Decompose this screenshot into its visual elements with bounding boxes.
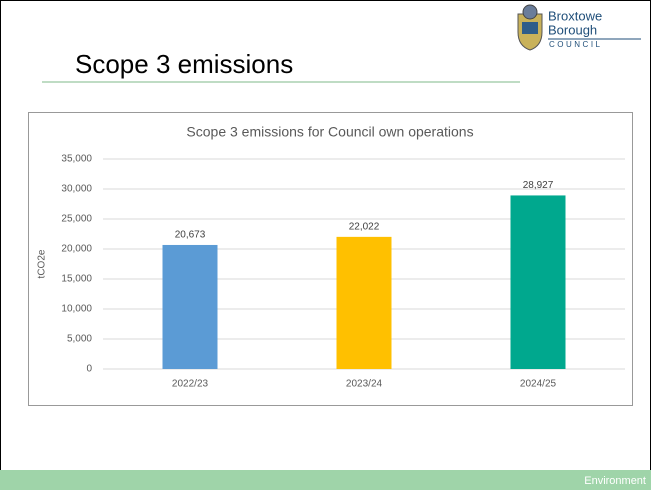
- data-label: 28,927: [523, 180, 554, 191]
- y-tick-label: 30,000: [61, 184, 92, 195]
- chart-title: Scope 3 emissions for Council own operat…: [186, 124, 473, 140]
- data-label: 22,022: [349, 222, 380, 233]
- bar: [336, 236, 392, 369]
- logo-text: Broxtowe: [548, 8, 602, 23]
- x-tick-label: 2023/24: [346, 379, 383, 390]
- y-tick-label: 25,000: [61, 214, 92, 225]
- y-tick-label: 0: [86, 364, 92, 375]
- logo-text: Borough: [548, 22, 597, 37]
- logo-text: COUNCIL: [549, 40, 603, 49]
- y-tick-label: 10,000: [61, 304, 92, 315]
- footer-bar: [0, 470, 651, 490]
- bar: [162, 244, 218, 369]
- y-tick-label: 5,000: [67, 334, 92, 345]
- y-axis-label: tCO2e: [37, 249, 48, 278]
- logo-crest: [517, 4, 543, 51]
- x-tick-label: 2024/25: [520, 379, 557, 390]
- y-tick-label: 35,000: [61, 154, 92, 165]
- footer-text: Environment: [584, 475, 646, 487]
- data-label: 20,673: [175, 230, 206, 241]
- y-tick-label: 20,000: [61, 244, 92, 255]
- slide-title: Scope 3 emissions: [75, 49, 293, 79]
- x-tick-label: 2022/23: [172, 379, 209, 390]
- y-tick-label: 15,000: [61, 274, 92, 285]
- bar: [510, 195, 566, 369]
